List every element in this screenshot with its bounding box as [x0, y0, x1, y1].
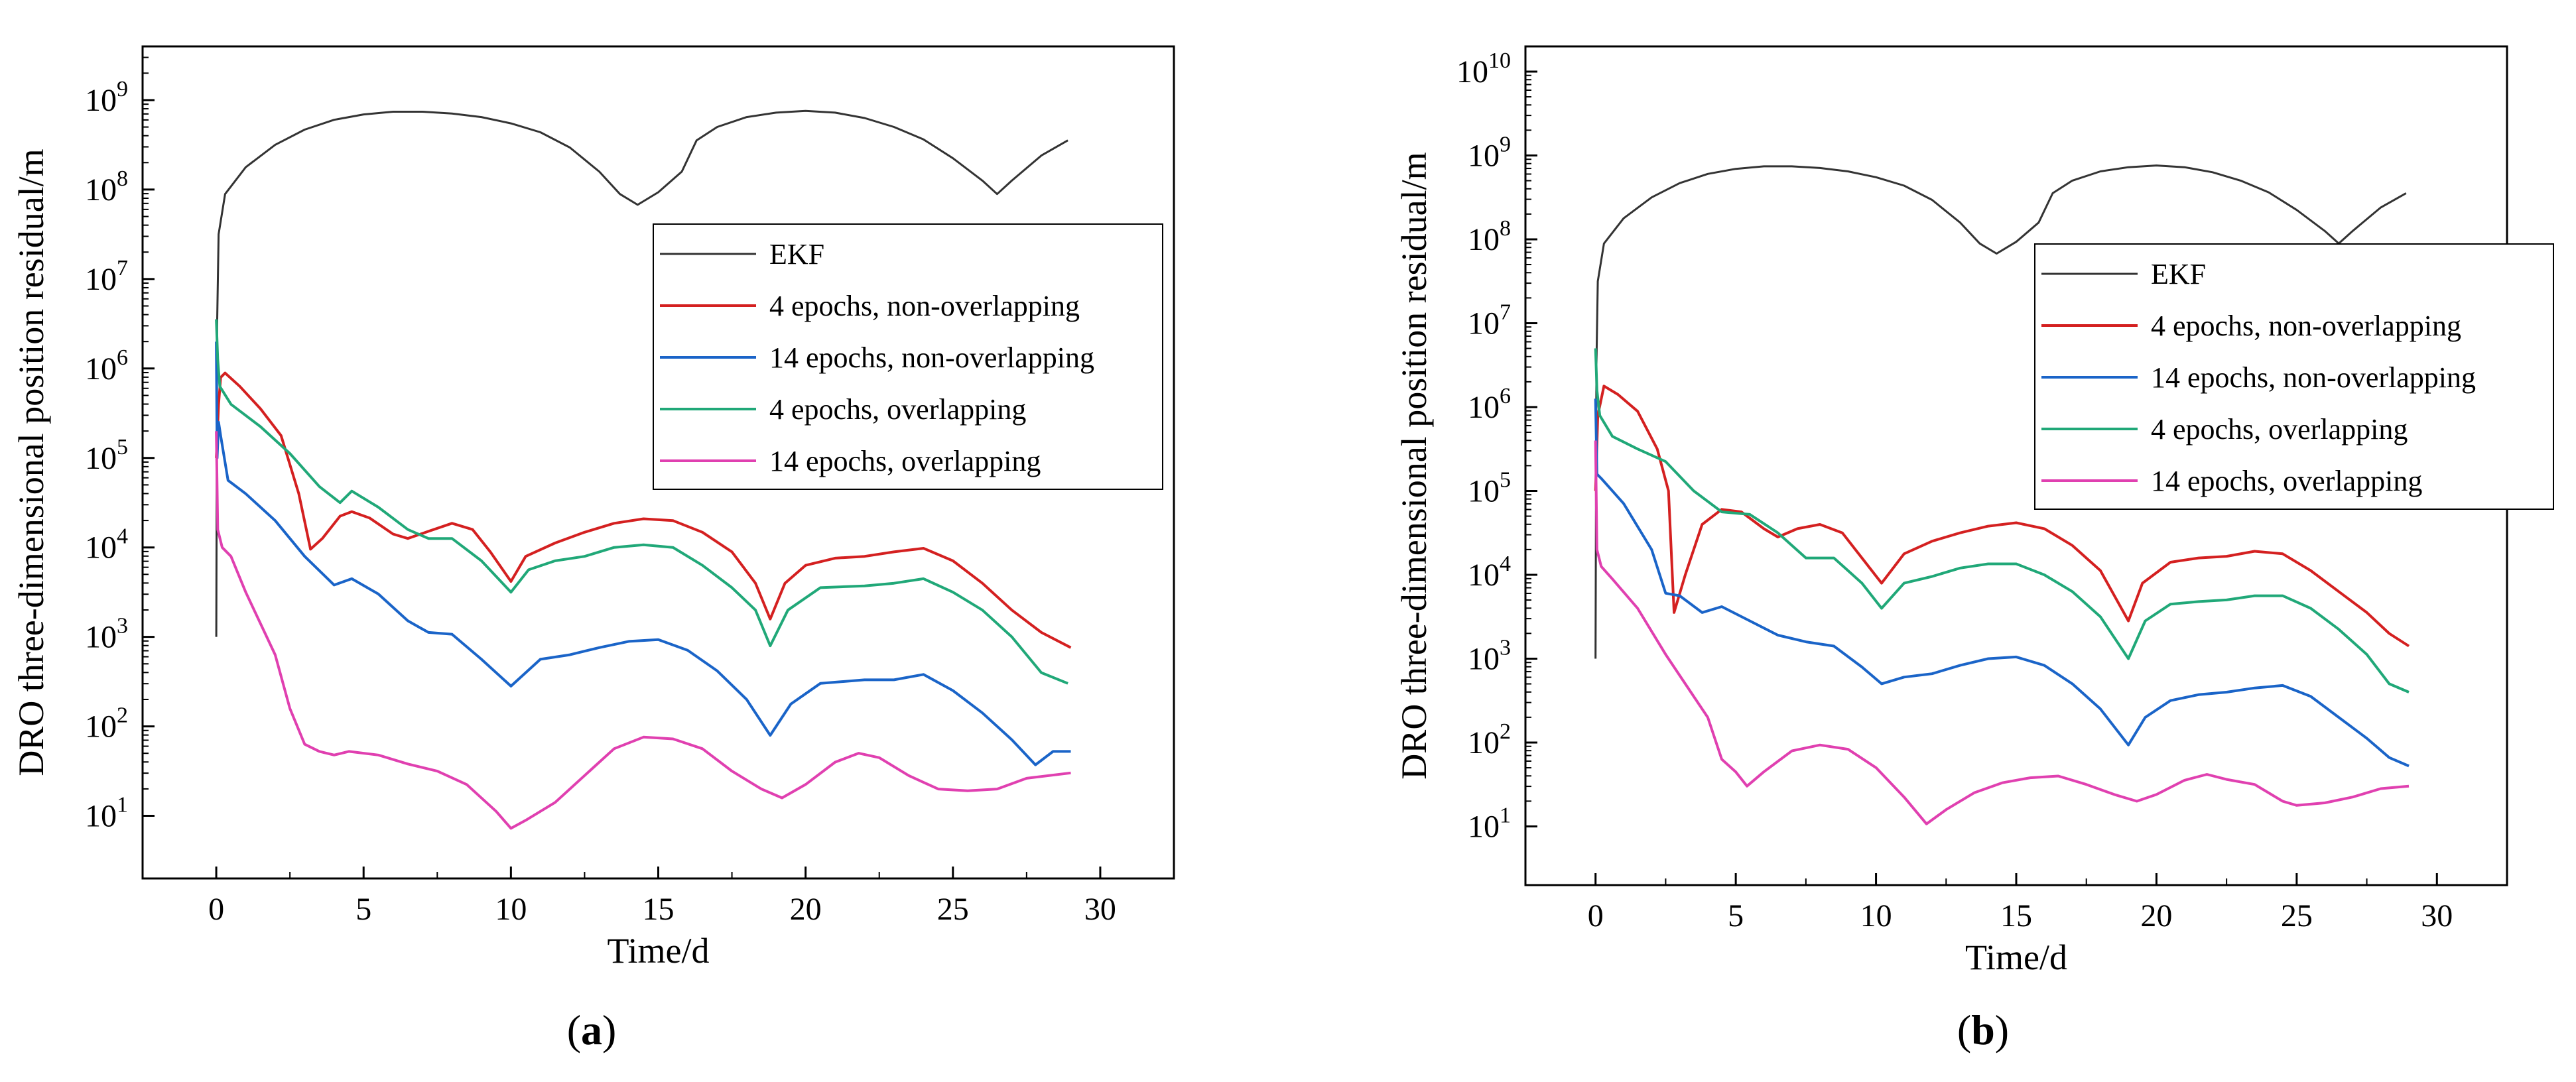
series-line-5	[1594, 440, 2410, 825]
legend-label: EKF	[769, 238, 824, 270]
y-axis-label: DRO three-dimensional position residual/…	[11, 149, 51, 776]
legend-label: 4 epochs, non-overlapping	[769, 290, 1080, 322]
series-line-2	[215, 371, 1072, 649]
series-line-5	[215, 431, 1071, 830]
series-line-3	[215, 341, 1071, 766]
x-tick-label: 15	[2000, 898, 2032, 933]
y-tick-label: 109	[1468, 132, 1511, 173]
y-tick-label: 108	[85, 166, 128, 208]
chart-panel-a: 0 5 10 15 20 25 30 101 102 103 104 105 106 107 108 109 T…	[11, 45, 1175, 1053]
panel-caption: (b)	[1957, 1006, 2009, 1053]
legend-label: 4 epochs, non-overlapping	[2151, 310, 2461, 342]
x-tick-label: 20	[790, 892, 822, 927]
y-tick-label: 101	[85, 793, 128, 834]
y-tick-label: 105	[1468, 467, 1511, 509]
x-tick-label: 0	[208, 892, 224, 927]
y-tick-label: 107	[85, 256, 128, 297]
x-axis-label: Time/d	[1965, 937, 2067, 977]
legend-label: 14 epochs, overlapping	[769, 445, 1041, 477]
series-line-1	[215, 109, 1068, 637]
x-tick-label: 30	[2421, 898, 2453, 933]
series-line-4	[215, 319, 1068, 685]
x-tick-label: 0	[1588, 898, 1604, 933]
legend: EKF 4 epochs, non-overlapping 14 epochs, n…	[653, 223, 1163, 490]
x-tick-label: 25	[937, 892, 969, 927]
y-tick-label: 105	[85, 435, 128, 476]
series-line-2	[1594, 385, 2410, 648]
legend-label: 14 epochs, non-overlapping	[2151, 361, 2476, 394]
y-tick-label: 106	[1468, 384, 1511, 425]
x-tick-label: 10	[495, 892, 527, 927]
legend-label: 4 epochs, overlapping	[769, 393, 1026, 426]
series-line-4	[1594, 348, 2410, 693]
legend-label: 14 epochs, overlapping	[2151, 465, 2422, 497]
x-axis-label: Time/d	[607, 931, 709, 971]
x-tick-label: 5	[355, 892, 371, 927]
y-tick-label: 108	[1468, 216, 1511, 257]
series-line-3	[1594, 398, 2410, 768]
chart-panel-b: 0 5 10 15 20 25 30 101 102 103 104 105 106 107 108 109 1…	[1394, 45, 2554, 1053]
x-tick-label: 30	[1084, 892, 1116, 927]
x-tick-label: 5	[1728, 898, 1744, 933]
y-tick-label: 109	[85, 77, 128, 118]
y-tick-label: 104	[1468, 552, 1511, 593]
legend-label: EKF	[2151, 258, 2206, 290]
panel-caption: (a)	[567, 1006, 617, 1053]
y-tick-label: 104	[85, 524, 128, 566]
series-line-1	[1594, 164, 2407, 659]
legend-label: 4 epochs, overlapping	[2151, 413, 2408, 446]
legend-label: 14 epochs, non-overlapping	[769, 341, 1094, 374]
x-tick-label: 10	[1860, 898, 1892, 933]
y-tick-label: 106	[85, 345, 128, 387]
y-tick-label: 102	[85, 703, 128, 745]
x-tick-label: 15	[643, 892, 675, 927]
y-tick-label: 102	[1468, 719, 1511, 760]
legend: EKF 4 epochs, non-overlapping 14 epochs, n…	[2034, 243, 2554, 510]
x-tick-label: 25	[2281, 898, 2313, 933]
y-tick-label: 1010	[1456, 48, 1511, 90]
y-axis-label: DRO three-dimensional position residual/…	[1394, 152, 1434, 779]
y-tick-label: 103	[1468, 635, 1511, 676]
y-tick-label: 107	[1468, 300, 1511, 341]
y-tick-label: 101	[1468, 803, 1511, 844]
y-tick-label: 103	[85, 614, 128, 655]
x-tick-label: 20	[2140, 898, 2172, 933]
